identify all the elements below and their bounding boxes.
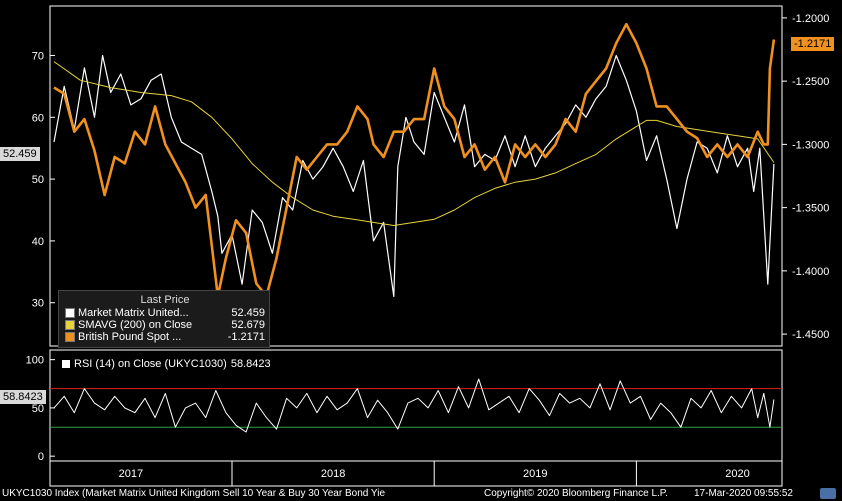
main-legend: Last Price Market Matrix United... 52.45… (58, 290, 270, 348)
left-last-value-tag: 52.459 (0, 147, 40, 161)
legend-series-value: 52.679 (231, 319, 265, 331)
rsi-legend-value: 58.8423 (230, 358, 271, 370)
footer-bar: UKYC1030 Index (Market Matrix United Kin… (0, 487, 842, 501)
rsi-last-value-tag: 58.8423 (0, 390, 46, 404)
right-axis-tick-label: -1.3000 (792, 139, 829, 151)
main-price-panel: 30 40 50 60 70 -1.2000 -1.2500 -1.3000 -1.3500 -1… (32, 5, 829, 347)
series-line (53, 61, 775, 226)
legend-series-name: SMAVG (200) on Close (78, 319, 193, 331)
right-axis-tick-label: -1.2500 (792, 76, 829, 88)
camera-icon[interactable] (820, 488, 836, 499)
time-axis-label: 2020 (725, 468, 749, 480)
legend-series-value: -1.2171 (227, 331, 265, 343)
rsi-axis-tick-label: 0 (38, 451, 44, 463)
left-axis-tick-label: 50 (32, 174, 44, 186)
time-axis-frame (49, 460, 783, 487)
right-axis-tick-label: -1.4000 (792, 266, 829, 278)
legend-entry-white: Market Matrix United... 52.459 (65, 307, 265, 319)
rsi-axis-tick-label: 50 (32, 403, 44, 415)
rsi-legend-swatch (62, 360, 70, 368)
left-axis-tick-label: 60 (32, 112, 44, 124)
rsi-axis-tick-label: 100 (26, 355, 44, 367)
series-line (53, 54, 775, 298)
legend-entry-gbp: British Pound Spot ... -1.2171 (65, 331, 265, 343)
left-axis-tick-label: 70 (32, 50, 44, 62)
footer-timestamp: 17-Mar-2020 09:55:52 (694, 488, 793, 499)
rsi-line (53, 378, 775, 433)
time-axis: 2017 2018 2019 2020 (49, 460, 783, 487)
legend-swatch (65, 320, 75, 330)
right-last-value-tag: -1.2171 (791, 37, 835, 51)
legend-entry-sma: SMAVG (200) on Close 52.679 (65, 319, 265, 331)
right-axis-tick-label: -1.3500 (792, 203, 829, 215)
legend-swatch (65, 332, 75, 342)
series-line (53, 22, 776, 298)
left-axis-tick-label: 40 (32, 236, 44, 248)
legend-swatch (65, 308, 75, 318)
main-plot-frame (49, 5, 783, 347)
rsi-legend: RSI (14) on Close (UKYC1030) 58.8423 (62, 358, 271, 370)
time-axis-label: 2018 (321, 468, 345, 480)
footer-ticker: UKYC1030 Index (Market Matrix United Kin… (2, 488, 386, 499)
right-axis-tick-label: -1.2000 (792, 13, 829, 25)
legend-series-name: British Pound Spot ... (78, 331, 182, 343)
time-axis-label: 2019 (523, 468, 547, 480)
legend-series-value: 52.459 (231, 307, 265, 319)
legend-series-name: Market Matrix United... (78, 307, 189, 319)
left-axis-tick-label: 30 (32, 298, 44, 310)
rsi-legend-label: RSI (14) on Close (UKYC1030) (74, 358, 227, 370)
footer-copyright: Copyright© 2020 Bloomberg Finance L.P. (484, 488, 668, 499)
legend-header: Last Price (140, 294, 190, 306)
time-axis-label: 2017 (119, 468, 143, 480)
right-axis-tick-label: -1.4500 (792, 329, 829, 341)
